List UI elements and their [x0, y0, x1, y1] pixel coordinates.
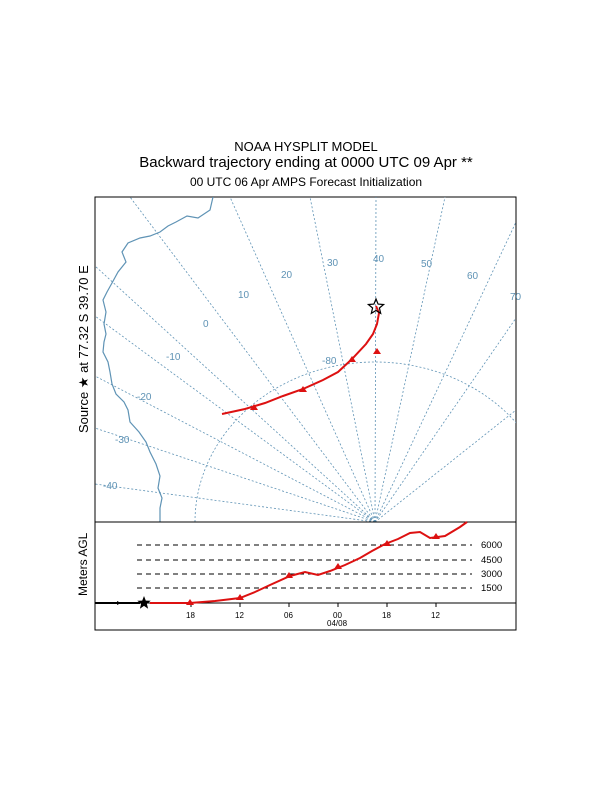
- map-panel: -40 -30 -20 -10 0 10 20 30 40 50 60 70 -…: [94, 196, 522, 523]
- parallel-label: -80: [322, 356, 337, 367]
- meridian-label: -10: [166, 352, 181, 363]
- source-star-icon: [137, 596, 151, 609]
- height-trajectory-line: [150, 521, 468, 604]
- height-marker: [285, 572, 293, 578]
- meridian-80: [374, 409, 516, 522]
- meridian-label: 20: [281, 270, 293, 281]
- height-panel: 6000 4500 3000 1500 18 12 06 00 18 12 04…: [94, 521, 517, 631]
- meridian-label: 70: [510, 292, 522, 303]
- meridian-label: -20: [137, 392, 152, 403]
- map-frame: [94, 196, 517, 523]
- meridian-30: [309, 197, 376, 522]
- date-label: 04/08: [327, 619, 348, 628]
- time-tick-label: 12: [235, 611, 244, 620]
- height-marker: [186, 599, 194, 605]
- time-tick-label: 18: [186, 611, 195, 620]
- horizontal-trajectory: [221, 297, 386, 415]
- meridian-labels: -40 -30 -20 -10 0 10 20 30 40 50 60 70 -…: [103, 254, 522, 492]
- trajectory-marker: [348, 356, 356, 362]
- trajectory-marker: [299, 386, 307, 392]
- height-marker: [432, 533, 440, 539]
- meridian-minus-30: [95, 427, 376, 522]
- meridian-label: -40: [103, 481, 118, 492]
- height-gridlines: [137, 544, 472, 589]
- trajectory-marker: [250, 404, 258, 410]
- height-marker: [334, 563, 342, 569]
- height-marker: [236, 594, 244, 600]
- meridian-20: [229, 197, 376, 522]
- time-tick-label: 18: [382, 611, 391, 620]
- meridian-label: 0: [203, 319, 209, 330]
- meridian-label: 60: [467, 271, 479, 282]
- arrow-icon: [117, 601, 121, 605]
- meridian-label: 50: [421, 259, 433, 270]
- meridian-70: [374, 317, 516, 522]
- meridian-minus-20: [95, 375, 376, 522]
- time-tick-label: 12: [431, 611, 440, 620]
- trajectory-marker: [373, 348, 381, 354]
- meridian-grid: [95, 197, 516, 522]
- height-label: 4500: [481, 555, 502, 566]
- height-frame: [94, 521, 517, 631]
- time-ticks: [190, 603, 437, 607]
- meridian-label: 10: [238, 290, 250, 301]
- meridian-minus-40: [95, 483, 376, 522]
- initialization-title: 00 UTC 06 Apr AMPS Forecast Initializati…: [189, 175, 423, 189]
- trajectory-title: Backward trajectory ending at 0000 UTC 0…: [139, 154, 473, 171]
- height-label: 3000: [481, 569, 502, 580]
- meridian-minus-10: [95, 315, 376, 522]
- meridian-0: [95, 265, 376, 522]
- height-marker: [383, 540, 391, 546]
- height-label: 6000: [481, 540, 502, 551]
- parallel-80S: [194, 361, 516, 522]
- meridian-label: 30: [327, 258, 339, 269]
- trajectory-line: [221, 305, 381, 415]
- model-title: NOAA HYSPLIT MODEL: [234, 139, 378, 154]
- height-label: 1500: [481, 583, 502, 594]
- meridian-label: 40: [373, 254, 385, 265]
- antarctic-coastline: [102, 197, 214, 522]
- meridian-50: [374, 197, 446, 522]
- time-tick-label: 06: [284, 611, 293, 620]
- source-star-icon: [366, 297, 386, 315]
- time-tick-label: 00: [333, 611, 342, 620]
- meridian-60: [374, 221, 516, 522]
- meridian-40: [374, 197, 377, 522]
- meridian-label: -30: [115, 435, 130, 446]
